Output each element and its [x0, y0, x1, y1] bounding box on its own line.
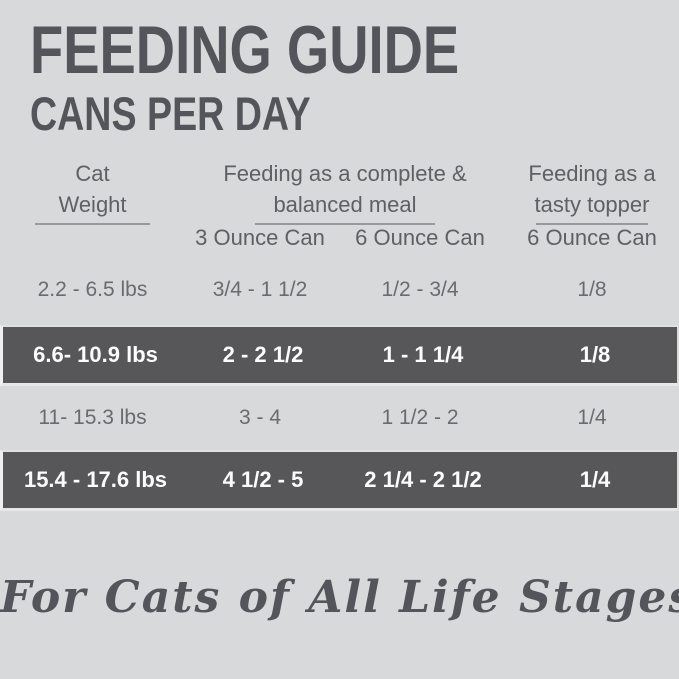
cell-6oz: 1/2 - 3/4 [381, 278, 459, 301]
cell-topper: 1/8 [577, 278, 607, 301]
cell-topper: 1/4 [579, 467, 611, 492]
header-cat-weight-line2: Weight [58, 192, 127, 218]
header-balanced-meal-line1: Feeding as a complete & [223, 161, 467, 186]
cell-topper: 1/8 [579, 342, 611, 367]
header-balanced-meal: Feeding as a complete & balanced meal [185, 158, 505, 226]
life-stages-tagline: For Cats of All Life Stages [0, 572, 679, 623]
subheader-3oz-can: 3 Ounce Can [195, 224, 325, 250]
cell-3oz: 3 - 4 [238, 406, 282, 429]
cell-6oz: 2 1/4 - 2 1/2 [364, 467, 482, 492]
cell-3oz: 3/4 - 1 1/2 [212, 278, 308, 301]
subheader-6oz-can: 6 Ounce Can [355, 224, 485, 250]
table-header-row: Cat Weight Feeding as a complete & balan… [0, 150, 679, 226]
table-row-highlighted: 15.4 - 17.6 lbs 4 1/2 - 5 2 1/4 - 2 1/2 … [0, 450, 679, 511]
header-underline [536, 223, 648, 226]
cell-weight: 11- 15.3 lbs [38, 406, 147, 429]
table-row-highlighted: 6.6- 10.9 lbs 2 - 2 1/2 1 - 1 1/4 1/8 [0, 325, 679, 386]
cell-6oz: 1 - 1 1/4 [382, 342, 464, 367]
cell-3oz: 4 1/2 - 5 [222, 467, 304, 492]
table-subheader-row: 3 Ounce Can 6 Ounce Can 6 Ounce Can [0, 220, 679, 255]
header-cat-weight: Cat Weight [0, 158, 185, 226]
cell-weight: 15.4 - 17.6 lbs [23, 467, 168, 492]
table-row: 2.2 - 6.5 lbs 3/4 - 1 1/2 1/2 - 3/4 1/8 [0, 255, 679, 325]
title-block: FEEDING GUIDE CANS PER DAY [30, 16, 567, 137]
feeding-table: Cat Weight Feeding as a complete & balan… [0, 150, 679, 511]
cell-3oz: 2 - 2 1/2 [222, 342, 304, 367]
cell-weight: 2.2 - 6.5 lbs [37, 278, 148, 301]
subheader-topper-6oz-can: 6 Ounce Can [527, 224, 657, 250]
page-subtitle: CANS PER DAY [30, 87, 311, 140]
header-tasty-topper: Feeding as a tasty topper [505, 158, 679, 226]
cell-weight: 6.6- 10.9 lbs [33, 342, 158, 367]
header-underline [35, 223, 150, 226]
header-tasty-topper-line2: tasty topper [534, 192, 650, 218]
cell-topper: 1/4 [577, 406, 607, 429]
header-cat-weight-line1: Cat [75, 161, 110, 186]
header-balanced-meal-line2: balanced meal [273, 192, 417, 218]
page-title: FEEDING GUIDE [30, 12, 460, 88]
header-underline [255, 223, 435, 226]
table-row: 11- 15.3 lbs 3 - 4 1 1/2 - 2 1/4 [0, 386, 679, 450]
cell-6oz: 1 1/2 - 2 [381, 406, 459, 429]
header-tasty-topper-line1: Feeding as a [528, 161, 656, 186]
